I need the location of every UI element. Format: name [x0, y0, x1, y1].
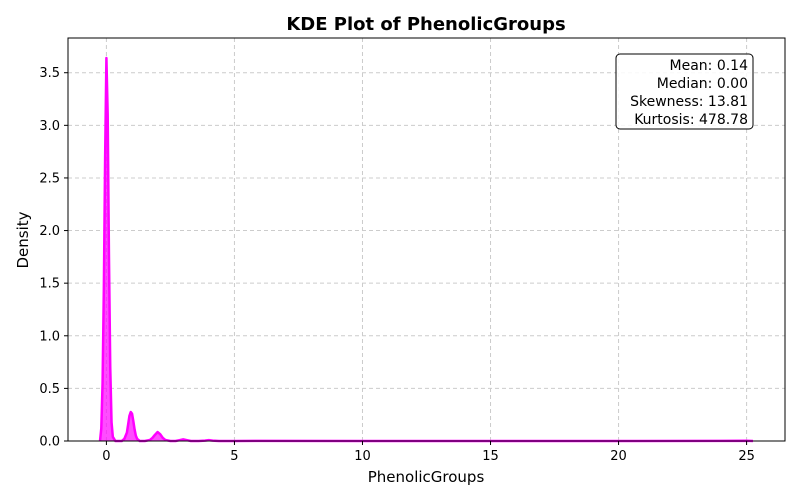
y-tick-label-4: 2.0	[39, 224, 60, 239]
y-axis-label: Density	[14, 211, 32, 268]
stats-box: Mean: 0.14 Median: 0.00 Skewness: 13.81 …	[615, 53, 754, 130]
chart-title: KDE Plot of PhenolicGroups	[286, 14, 565, 35]
y-tick-label-3: 1.5	[39, 277, 60, 292]
x-tick-label-2: 10	[354, 449, 371, 464]
x-tick-label-4: 20	[610, 449, 627, 464]
stat-median: Median: 0.00	[657, 76, 748, 92]
y-tick-label-5: 2.5	[39, 171, 60, 186]
x-tick-label-3: 15	[482, 449, 499, 464]
y-axis-ticks: 0.0 0.5 1.0 1.5 2.0 2.5 3.0 3.5	[39, 66, 68, 450]
y-tick-label-2: 1.0	[39, 329, 60, 344]
x-tick-label-0: 0	[102, 449, 110, 464]
stat-mean: Mean: 0.14	[670, 58, 749, 74]
x-tick-label-1: 5	[230, 449, 238, 464]
x-axis-label: PhenolicGroups	[368, 468, 485, 486]
stats-box-frame	[615, 53, 754, 130]
x-axis-ticks: 0 5 10 15 20 25	[102, 441, 755, 464]
plot-frame	[67, 37, 786, 442]
y-tick-label-0: 0.0	[39, 435, 60, 450]
y-tick-label-6: 3.0	[39, 119, 60, 134]
x-tick-label-5: 25	[738, 449, 755, 464]
y-tick-label-7: 3.5	[39, 66, 60, 81]
stat-kurtosis: Kurtosis: 478.78	[634, 112, 748, 128]
stat-skewness: Skewness: 13.81	[630, 94, 748, 110]
y-tick-label-1: 0.5	[39, 382, 60, 397]
grid-lines	[68, 38, 785, 442]
